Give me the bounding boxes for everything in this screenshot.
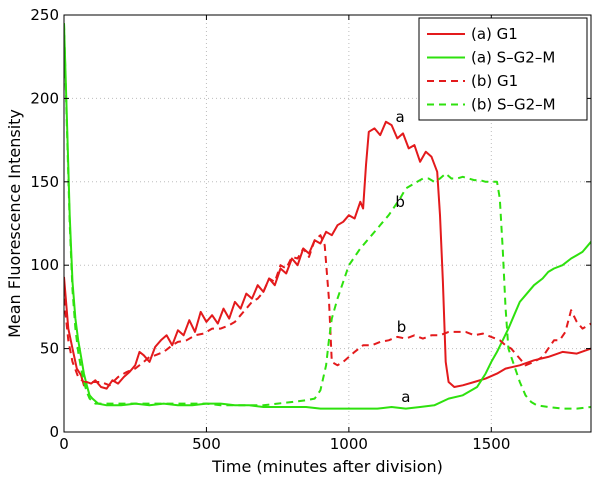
legend-label: (a) S–G2–M xyxy=(471,49,555,67)
curve-annotation: a xyxy=(396,108,405,126)
x-tick-label: 1500 xyxy=(472,435,510,453)
series-line-3 xyxy=(64,234,591,387)
curve-annotation: b xyxy=(397,318,407,336)
y-tick-label: 0 xyxy=(49,423,59,441)
grid xyxy=(64,15,591,432)
annotations: a b b a xyxy=(395,108,410,406)
legend-label: (b) G1 xyxy=(471,72,518,90)
x-tick-label: 500 xyxy=(192,435,221,453)
legend: (a) G1 (a) S–G2–M (b) G1 (b) S–G2–M xyxy=(418,17,588,121)
x-tick-label: 0 xyxy=(59,435,69,453)
plot-frame xyxy=(63,14,592,433)
curve-annotation: a xyxy=(401,388,410,406)
x-axis-label: Time (minutes after division) xyxy=(211,457,443,476)
y-tick-label: 150 xyxy=(30,173,59,191)
x-tick-label: 1000 xyxy=(330,435,368,453)
series-line-2 xyxy=(64,23,591,410)
series-line-1 xyxy=(64,120,591,390)
legend-label: (b) S–G2–M xyxy=(471,96,556,114)
y-tick-label: 50 xyxy=(40,340,59,358)
y-tick-label: 100 xyxy=(30,256,59,274)
y-tick-label: 200 xyxy=(30,89,59,107)
y-axis-label: Mean Fluorescence Intensity xyxy=(5,109,24,338)
axis-ticks: 0 500 1000 1500 0 50 100 150 200 250 xyxy=(30,6,591,453)
y-tick-label: 250 xyxy=(30,6,59,24)
curve-annotation: b xyxy=(395,193,405,211)
legend-label: (a) G1 xyxy=(471,25,518,43)
series-lines xyxy=(64,23,591,410)
series-line-4 xyxy=(64,23,591,410)
